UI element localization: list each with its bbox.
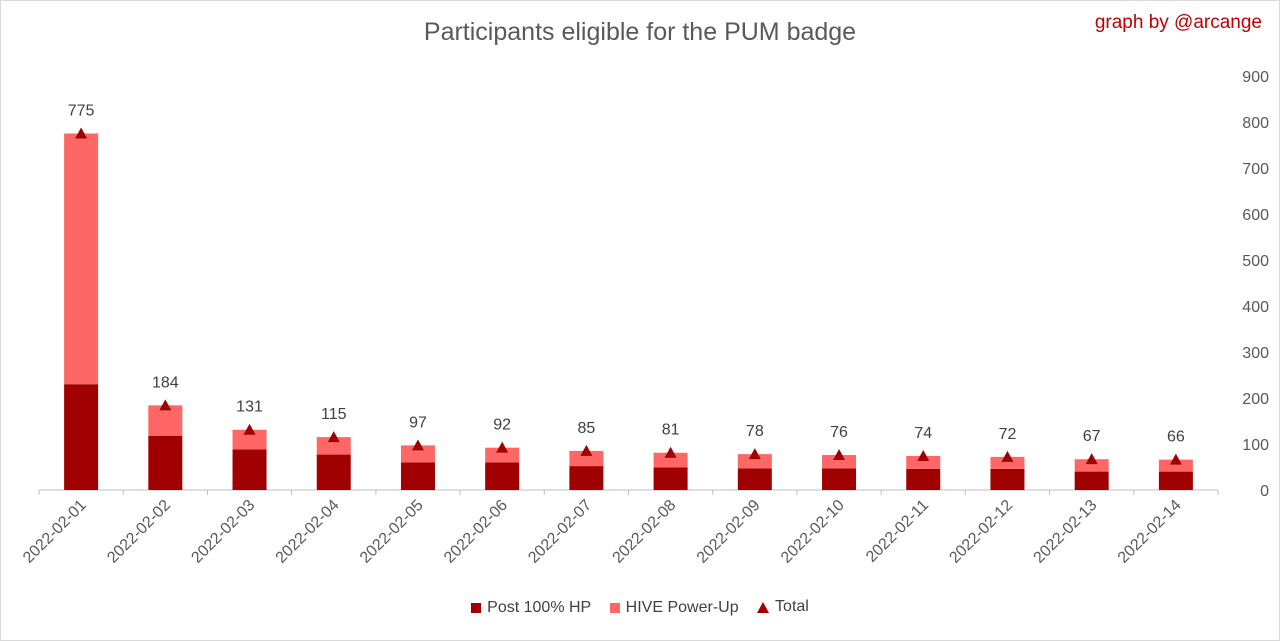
bar-post-100-hp [737, 468, 772, 490]
total-marker [833, 449, 846, 461]
y-tick-label: 700 [1242, 161, 1269, 178]
x-tick-label: 2022-02-14 [1115, 497, 1185, 567]
x-tick-label: 2022-02-11 [863, 497, 932, 566]
x-tick-label: 2022-02-01 [20, 497, 90, 567]
x-tick-label: 2022-02-07 [525, 497, 595, 567]
bar-hive-power-up [653, 452, 688, 468]
legend-item-total: Total [757, 598, 809, 616]
x-tick-label: 2022-02-12 [946, 497, 1016, 567]
y-tick-label: 0 [1260, 483, 1269, 500]
total-marker [748, 448, 761, 460]
bar-post-100-hp [569, 466, 604, 490]
bar-hive-power-up [316, 437, 351, 455]
chart-credit: graph by @arcange [1094, 12, 1262, 33]
legend-swatch-post-100-hp [471, 602, 482, 613]
bar-hive-power-up [400, 445, 435, 463]
bar-hive-power-up [737, 454, 772, 469]
total-marker [243, 423, 256, 435]
x-tick-label: 2022-02-02 [104, 497, 174, 567]
bar-hive-power-up [1158, 459, 1193, 472]
data-label: 67 [1083, 428, 1101, 445]
data-label: 775 [68, 103, 95, 120]
total-marker [496, 441, 509, 453]
bar-post-100-hp [1158, 471, 1193, 490]
y-tick-label: 300 [1242, 345, 1269, 362]
bar-post-100-hp [232, 449, 267, 490]
bar-hive-power-up [485, 447, 520, 463]
legend-swatch-hive-power-up [609, 602, 620, 613]
total-marker [917, 449, 930, 461]
total-marker [1169, 453, 1182, 465]
bar-hive-power-up [990, 456, 1025, 469]
y-tick-label: 500 [1242, 253, 1269, 270]
bar-post-100-hp [316, 454, 351, 490]
x-tick-label: 2022-02-05 [357, 497, 427, 567]
x-tick-label: 2022-02-13 [1031, 497, 1101, 567]
legend-label-total: Total [775, 598, 809, 615]
x-tick-label: 2022-02-09 [694, 497, 764, 567]
x-tick-label: 2022-02-06 [441, 497, 511, 567]
total-marker [580, 444, 593, 456]
total-marker [664, 446, 677, 458]
total-marker [75, 127, 88, 139]
x-tick-label: 2022-02-03 [188, 497, 258, 567]
data-label: 97 [409, 414, 427, 431]
data-label: 81 [662, 422, 680, 439]
data-label: 72 [999, 426, 1017, 443]
total-marker [327, 431, 340, 443]
bar-hive-power-up [569, 450, 604, 467]
x-tick-label: 2022-02-08 [610, 497, 680, 567]
bar-post-100-hp [148, 435, 183, 490]
total-marker [1085, 453, 1098, 465]
bar-hive-power-up [148, 405, 183, 436]
bar-post-100-hp [400, 462, 435, 490]
bar-post-100-hp [485, 462, 520, 490]
y-tick-label: 200 [1242, 391, 1269, 408]
bar-hive-power-up [906, 455, 941, 469]
legend-item-post-100-hp: Post 100% HP [471, 599, 591, 617]
y-tick-label: 400 [1242, 299, 1269, 316]
chart-legend: Post 100% HP HIVE Power-Up Total [0, 598, 1280, 618]
total-marker [1001, 450, 1014, 462]
bar-hive-power-up [232, 429, 267, 450]
y-tick-label: 600 [1242, 207, 1269, 224]
data-label: 131 [236, 399, 263, 416]
data-label: 115 [321, 406, 347, 423]
bar-post-100-hp [653, 467, 688, 490]
legend-marker-total [757, 601, 770, 613]
data-label: 184 [152, 374, 179, 391]
data-label: 74 [914, 425, 932, 442]
legend-item-hive-power-up: HIVE Power-Up [609, 598, 739, 617]
legend-label-hive-power-up: HIVE Power-Up [625, 598, 739, 616]
y-tick-label: 900 [1242, 69, 1269, 86]
data-label: 78 [746, 423, 764, 440]
chart-title: Participants eligible for the PUM badge [423, 18, 857, 46]
x-tick-label: 2022-02-10 [778, 497, 848, 567]
total-marker [159, 399, 172, 411]
legend-label-post-100-hp: Post 100% HP [487, 598, 592, 616]
data-label: 85 [577, 420, 595, 437]
bar-post-100-hp [1074, 471, 1109, 490]
data-label: 76 [830, 424, 848, 441]
bar-hive-power-up [1074, 459, 1109, 472]
bar-post-100-hp [990, 468, 1025, 490]
bar-post-100-hp [64, 384, 99, 490]
bar-post-100-hp [906, 468, 941, 490]
bar-hive-power-up [64, 133, 99, 385]
bar-post-100-hp [822, 468, 857, 490]
y-tick-label: 100 [1242, 437, 1269, 454]
y-tick-label: 800 [1242, 115, 1269, 132]
x-tick-label: 2022-02-04 [273, 497, 343, 567]
data-label: 66 [1167, 429, 1185, 446]
total-marker [411, 439, 424, 451]
bar-hive-power-up [822, 455, 857, 469]
data-label: 92 [493, 417, 511, 434]
